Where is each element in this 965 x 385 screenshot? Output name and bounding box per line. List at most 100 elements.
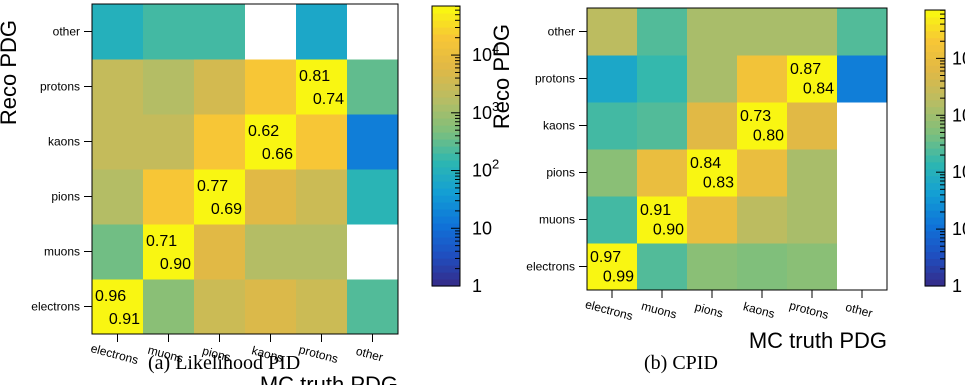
cell-annotation-lower: 0.84 [803, 81, 834, 98]
plot-frame [586, 7, 888, 291]
colorbar-segment [925, 196, 945, 204]
y-axis-title: Reco PDG [0, 20, 21, 125]
x-tick-label: other [355, 344, 385, 365]
heatmap-cell [143, 279, 195, 335]
colorbar-segment [432, 132, 460, 140]
x-axis-title: MC truth PDG [749, 328, 887, 353]
heatmap-cell [194, 279, 246, 335]
colorbar-segment [432, 69, 460, 77]
heatmap-cell [687, 149, 738, 197]
heatmap-cell [245, 169, 297, 225]
heatmap-cell [787, 55, 838, 103]
colorbar-exponent: 2 [492, 157, 499, 172]
colorbar-tick-label: 1 [952, 276, 962, 296]
cell-annotation-upper: 0.87 [790, 61, 821, 78]
cell-annotation-lower: 0.90 [653, 222, 684, 239]
heatmap-cell [296, 279, 348, 335]
colorbar-segment [432, 230, 460, 238]
heatmap-cell [687, 8, 738, 56]
heatmap-cell [587, 102, 638, 150]
colorbar-segment [925, 244, 945, 253]
colorbar-segment [925, 16, 945, 25]
colorbar-segment [432, 97, 460, 105]
colorbar-segment [925, 251, 945, 259]
heatmap-cell [92, 224, 144, 280]
x-tick-label: muons [640, 299, 678, 322]
cell-annotation-lower: 0.66 [262, 146, 293, 163]
x-tick-label: electrons [89, 341, 140, 367]
heatmap-cell [737, 8, 788, 56]
heatmap-cell [687, 243, 738, 291]
y-tick-label: kaons [543, 119, 575, 133]
colorbar-segment [432, 34, 460, 42]
cell-annotation-lower: 0.99 [603, 269, 634, 286]
colorbar-segment [432, 104, 460, 112]
heatmap-cell [637, 8, 688, 56]
colorbar-segment [925, 134, 945, 142]
heatmap-cell [347, 169, 399, 225]
heatmap-cell [347, 224, 399, 280]
heatmap-cell [837, 8, 888, 56]
y-tick-label: electrons [526, 260, 575, 274]
colorbar-segment [925, 85, 945, 94]
colorbar-segment [925, 148, 945, 156]
colorbar-segment [432, 209, 460, 217]
heatmap-cell [737, 55, 788, 103]
colorbar-segment [925, 127, 945, 135]
heatmap-cell [787, 102, 838, 150]
colorbar-segment [925, 72, 945, 80]
colorbar-segment [925, 37, 945, 46]
x-tick-label: other [844, 300, 874, 321]
colorbar-segment [925, 161, 945, 170]
heatmap-cell [737, 149, 788, 197]
colorbar-segment [925, 58, 945, 66]
plot-frame [91, 3, 399, 335]
colorbar-segment [925, 65, 945, 73]
y-tick-label: muons [44, 245, 80, 259]
heatmap-cell [296, 4, 348, 60]
colorbar-segment [925, 30, 945, 39]
colorbar-tick-label: 1 [472, 276, 482, 296]
cell-annotation-lower: 0.74 [313, 91, 344, 108]
colorbar-segment [432, 83, 460, 91]
heatmap-cell [637, 55, 688, 103]
colorbar-segment [925, 175, 945, 184]
x-tick-label: protons [297, 342, 339, 366]
heatmap-cell [587, 149, 638, 197]
colorbar-segment [925, 230, 945, 239]
x-tick-label: kaons [742, 299, 777, 321]
colorbar-segment [432, 41, 460, 49]
colorbar-segment [925, 203, 945, 211]
heatmap-cell [245, 279, 297, 335]
colorbar-segment [925, 168, 945, 177]
y-tick-label: muons [539, 213, 575, 227]
heatmap-cell [637, 243, 688, 291]
heatmap-cell [143, 59, 195, 115]
colorbar-segment [432, 13, 460, 21]
colorbar-exponent: 3 [492, 99, 499, 114]
heatmap-cell [143, 114, 195, 170]
colorbar-segment [432, 125, 460, 133]
colorbar-segment [925, 79, 945, 87]
heatmap-cell [737, 196, 788, 244]
colorbar-segment [432, 279, 460, 287]
y-tick-label: pions [546, 166, 575, 180]
heatmap-cell [837, 102, 888, 150]
heatmap-cell [787, 243, 838, 291]
heatmap-cell [687, 55, 738, 103]
colorbar-tick-label: 102 [472, 157, 499, 181]
x-tick-label: pions [693, 300, 724, 321]
colorbar-segment [432, 272, 460, 280]
caption-likelihood-pid: (a) Likelihood PID [148, 352, 301, 374]
colorbar-segment [925, 120, 945, 128]
y-axis-title: Reco PDG [489, 24, 514, 129]
heatmap-cell [92, 279, 144, 335]
colorbar-segment [432, 174, 460, 182]
colorbar-segment [432, 216, 460, 224]
colorbar-tick-label: 10 [472, 218, 492, 238]
colorbar-tick-label: 102 [952, 158, 965, 182]
colorbar-segment [925, 210, 945, 218]
heatmap-cell [296, 169, 348, 225]
heatmap-cell [347, 4, 399, 60]
cell-annotation-upper: 0.84 [690, 155, 721, 172]
